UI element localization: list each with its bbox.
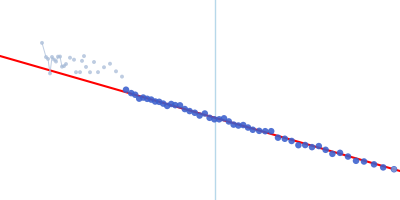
- Point: [221, 117, 227, 120]
- Point: [67, 56, 73, 59]
- Point: [132, 93, 138, 96]
- Point: [136, 97, 142, 100]
- Point: [156, 100, 162, 103]
- Point: [39, 41, 45, 44]
- Point: [47, 72, 53, 75]
- Point: [148, 98, 154, 101]
- Point: [391, 168, 397, 171]
- Point: [87, 71, 93, 74]
- Point: [216, 118, 222, 121]
- Point: [250, 128, 256, 131]
- Point: [380, 166, 386, 169]
- Point: [345, 155, 351, 158]
- Point: [59, 65, 65, 68]
- Point: [230, 123, 237, 126]
- Point: [206, 116, 213, 119]
- Point: [288, 139, 295, 143]
- Point: [295, 144, 302, 147]
- Point: [268, 130, 274, 133]
- Point: [119, 75, 125, 78]
- Point: [371, 163, 377, 166]
- Point: [182, 107, 188, 111]
- Point: [113, 70, 119, 73]
- Point: [53, 60, 59, 63]
- Point: [101, 66, 107, 69]
- Point: [73, 71, 79, 74]
- Point: [140, 96, 146, 99]
- Point: [43, 55, 49, 59]
- Point: [302, 143, 308, 147]
- Point: [45, 57, 51, 61]
- Point: [71, 58, 77, 61]
- Point: [81, 54, 87, 58]
- Point: [235, 124, 242, 127]
- Point: [51, 58, 57, 61]
- Point: [202, 112, 208, 115]
- Point: [245, 126, 251, 129]
- Point: [256, 129, 262, 132]
- Point: [144, 97, 150, 100]
- Point: [168, 102, 174, 106]
- Point: [79, 59, 85, 62]
- Point: [55, 55, 61, 58]
- Point: [57, 55, 63, 58]
- Point: [316, 144, 322, 148]
- Point: [337, 151, 343, 154]
- Point: [83, 65, 89, 69]
- Point: [275, 136, 281, 139]
- Point: [160, 102, 166, 105]
- Point: [107, 62, 113, 65]
- Point: [282, 137, 288, 140]
- Point: [128, 92, 134, 95]
- Point: [91, 60, 97, 64]
- Point: [61, 64, 67, 68]
- Point: [49, 55, 55, 59]
- Point: [186, 109, 193, 113]
- Point: [226, 120, 232, 123]
- Point: [240, 123, 246, 127]
- Point: [77, 71, 83, 74]
- Point: [123, 88, 129, 91]
- Point: [63, 62, 69, 66]
- Point: [309, 146, 315, 149]
- Point: [192, 111, 198, 114]
- Point: [353, 159, 359, 162]
- Point: [361, 160, 367, 163]
- Point: [262, 130, 268, 133]
- Point: [211, 118, 218, 121]
- Point: [95, 71, 101, 74]
- Point: [177, 104, 183, 107]
- Point: [196, 114, 203, 117]
- Point: [172, 104, 178, 107]
- Point: [164, 104, 170, 108]
- Point: [391, 168, 397, 171]
- Point: [329, 152, 336, 155]
- Point: [152, 100, 158, 103]
- Point: [322, 148, 329, 151]
